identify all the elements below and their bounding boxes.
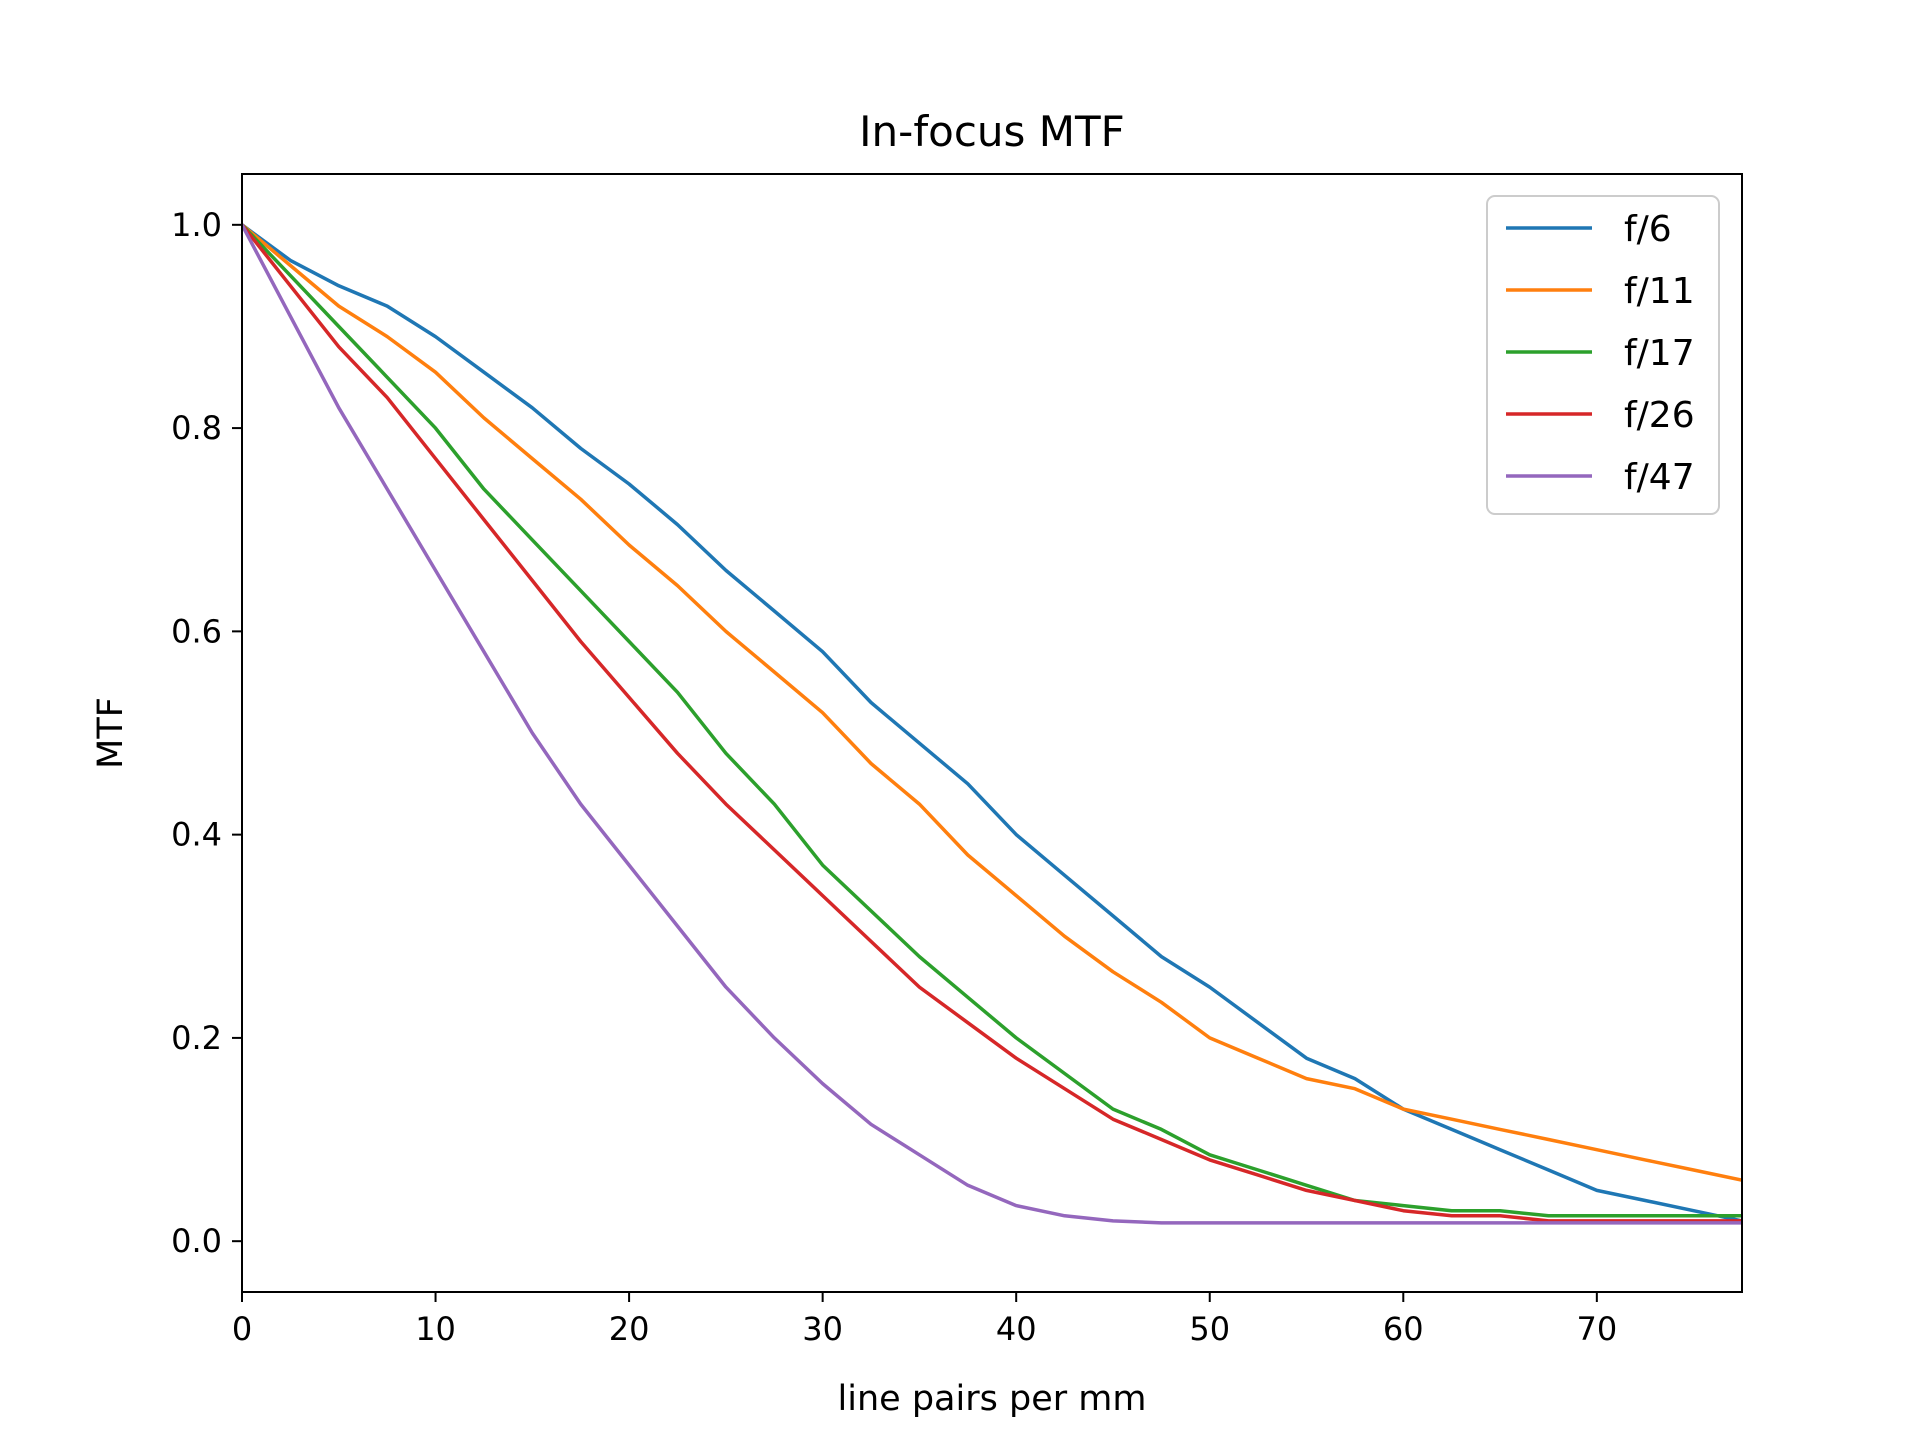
series-line-f6 — [242, 223, 1742, 1223]
legend-label: f/6 — [1624, 209, 1672, 250]
x-tick-label: 20 — [609, 1310, 650, 1348]
legend-label: f/26 — [1624, 395, 1695, 436]
series-line-f26 — [242, 223, 1742, 1223]
y-axis-label: MTF — [91, 697, 131, 769]
legend-label: f/17 — [1624, 333, 1695, 374]
y-tick-label: 1.0 — [171, 206, 222, 244]
series-line-f17 — [242, 223, 1742, 1218]
legend-label: f/11 — [1624, 271, 1695, 312]
x-tick-label: 50 — [1189, 1310, 1230, 1348]
series-line-f47 — [242, 223, 1742, 1225]
series-layer — [242, 223, 1742, 1225]
plot-frame — [241, 173, 1743, 1293]
x-tick-label: 40 — [996, 1310, 1037, 1348]
y-tick-label: 0.6 — [171, 612, 222, 650]
y-tick-label: 0.2 — [171, 1019, 222, 1057]
legend-box — [1486, 195, 1720, 515]
chart-title: In-focus MTF — [859, 107, 1125, 156]
x-axis-ticks: 0 10 20 30 40 50 60 70 — [232, 1292, 1617, 1348]
legend: f/6 f/11 f/17 f/26 f/47 — [1486, 195, 1720, 515]
legend-entries: f/6 f/11 f/17 f/26 f/47 — [1506, 209, 1695, 498]
x-axis-label: line pairs per mm — [838, 1379, 1147, 1419]
x-tick-label: 70 — [1576, 1310, 1617, 1348]
y-axis-ticks: 0.0 0.2 0.4 0.6 0.8 1.0 — [171, 206, 242, 1260]
y-tick-label: 0.4 — [171, 816, 222, 854]
x-tick-label: 30 — [802, 1310, 843, 1348]
x-tick-label: 0 — [232, 1310, 252, 1348]
x-tick-label: 60 — [1383, 1310, 1424, 1348]
y-tick-label: 0.8 — [171, 409, 222, 447]
y-tick-label: 0.0 — [171, 1222, 222, 1260]
x-tick-label: 10 — [415, 1310, 456, 1348]
legend-label: f/47 — [1624, 457, 1695, 498]
series-line-f11 — [242, 223, 1742, 1182]
